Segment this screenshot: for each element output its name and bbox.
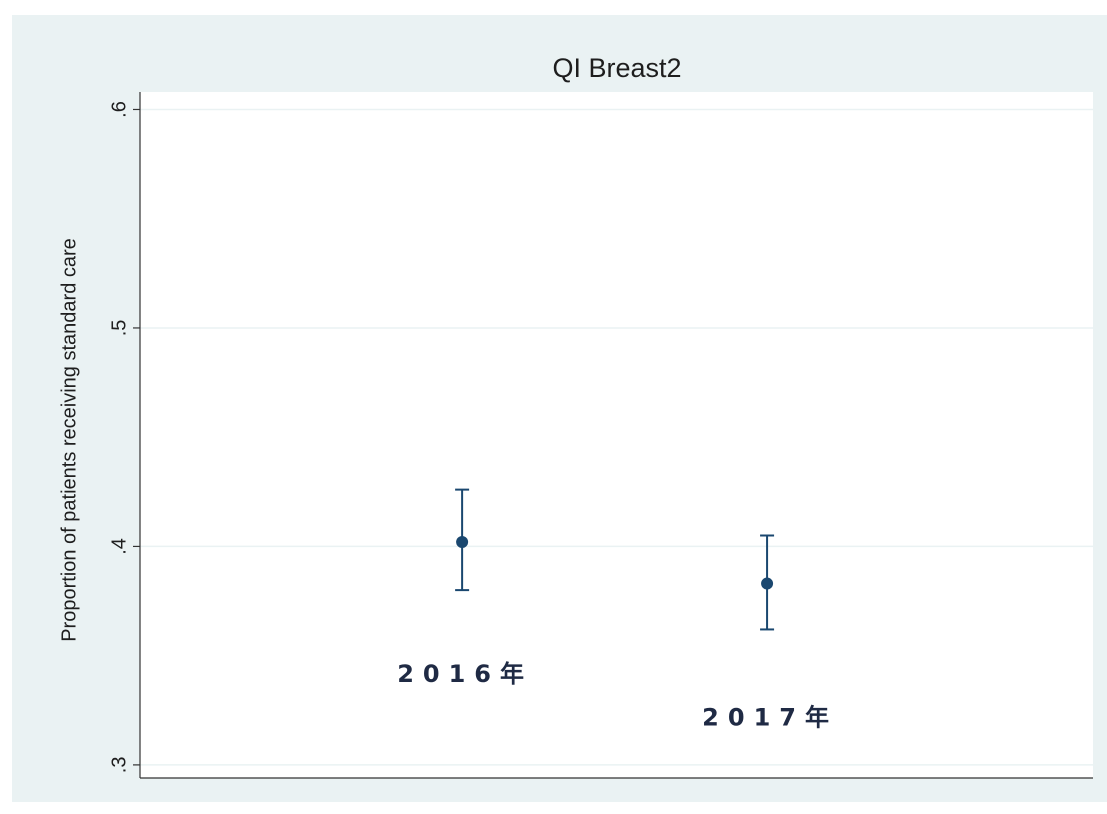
plot-area (140, 92, 1093, 778)
y-tick-label: .5 (108, 320, 130, 337)
category-label: 2016年 (397, 660, 533, 688)
y-tick-label: .6 (108, 101, 130, 118)
y-tick-label: .4 (108, 538, 130, 555)
chart-title: QI Breast2 (552, 53, 681, 83)
category-label: 2017年 (702, 704, 838, 732)
point (761, 577, 774, 590)
y-tick-label: .3 (108, 757, 130, 774)
y-axis-title: Proportion of patients receiving standar… (58, 238, 80, 642)
point (456, 536, 469, 549)
